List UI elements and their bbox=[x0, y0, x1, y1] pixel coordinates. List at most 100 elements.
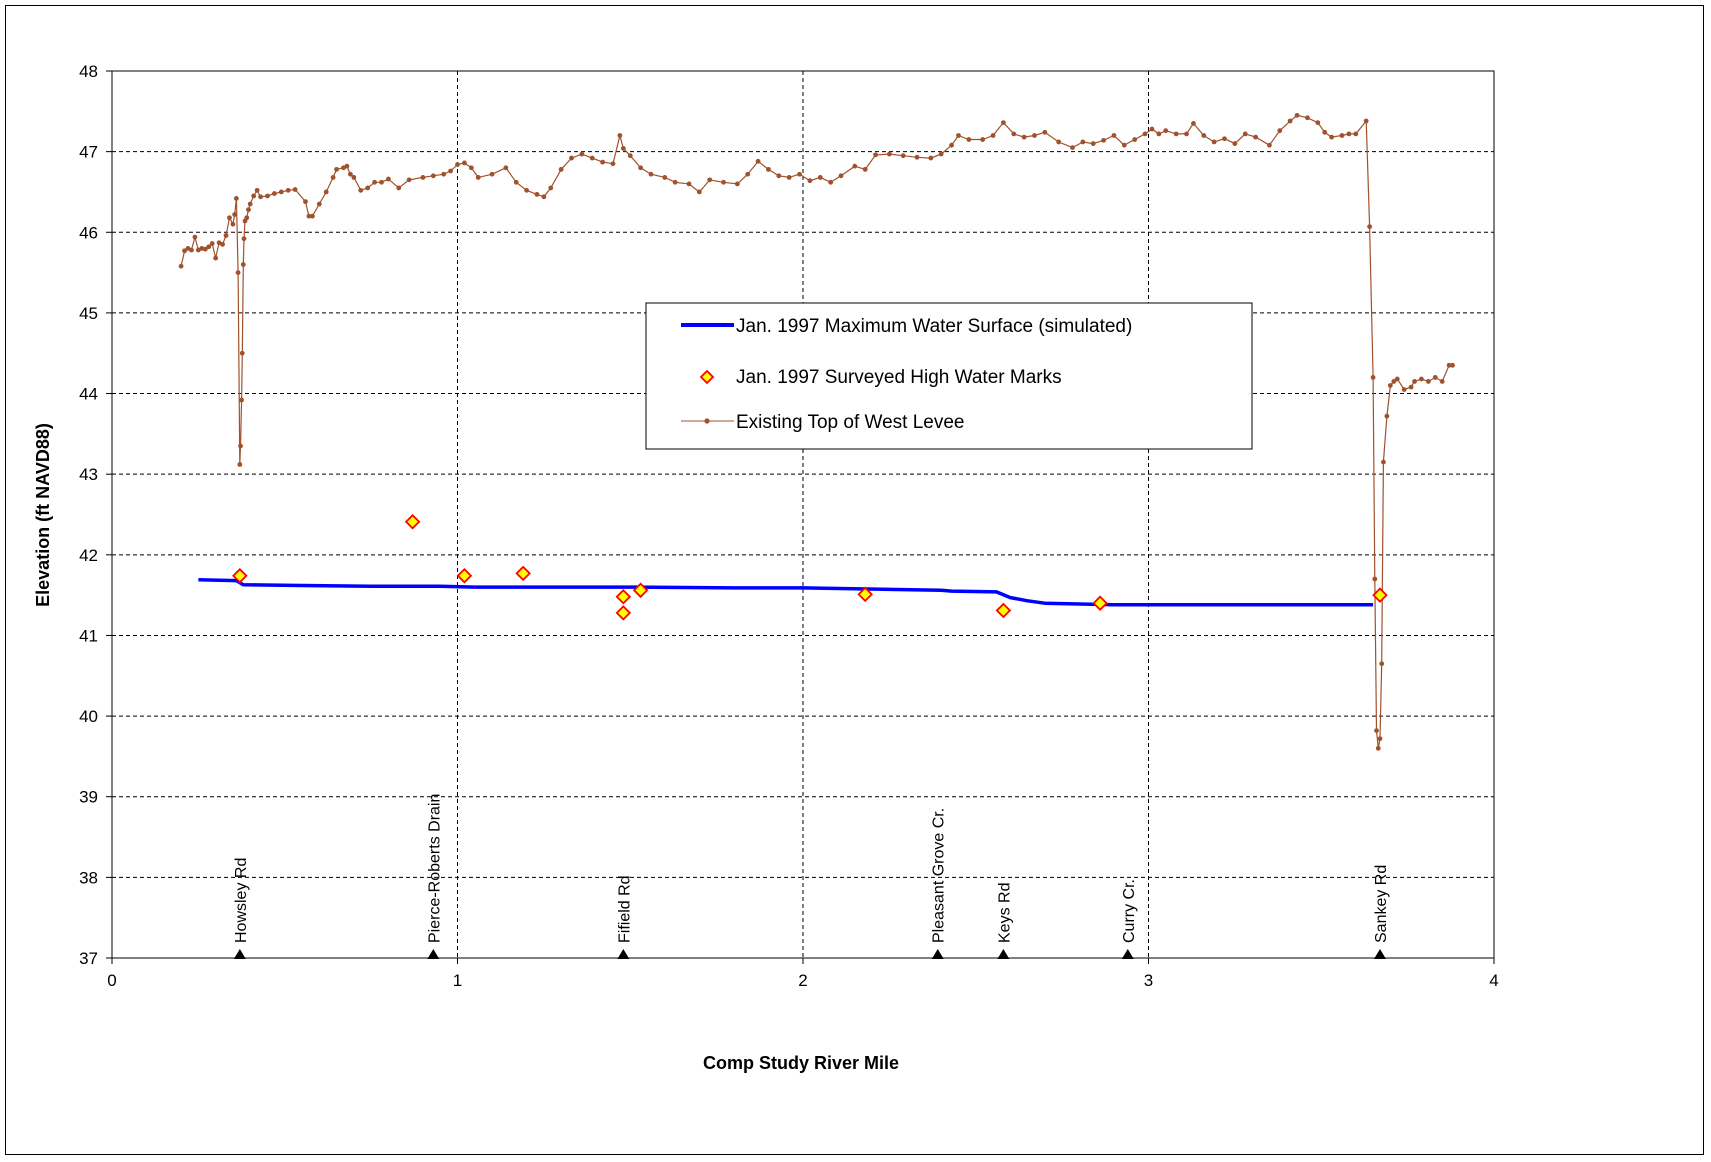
levee-point bbox=[745, 171, 751, 177]
levee-point bbox=[1419, 376, 1424, 382]
levee-point bbox=[206, 244, 212, 250]
levee-point bbox=[316, 201, 322, 207]
x-tick-label: 0 bbox=[107, 971, 116, 990]
levee-point bbox=[503, 165, 509, 171]
levee-point bbox=[1401, 387, 1407, 392]
x-tick-label: 2 bbox=[798, 971, 807, 990]
levee-point bbox=[638, 165, 644, 171]
legend-levee-marker bbox=[704, 418, 710, 424]
levee-point bbox=[178, 263, 184, 269]
high-water-mark-point bbox=[615, 605, 632, 621]
levee-point bbox=[776, 173, 782, 179]
levee-point bbox=[579, 151, 585, 157]
levee-point bbox=[1381, 459, 1386, 465]
levee-point bbox=[455, 162, 460, 167]
levee-point bbox=[1277, 128, 1283, 134]
location-marker-triangle bbox=[1121, 949, 1134, 959]
location-label: Sankey Rd bbox=[1373, 865, 1390, 943]
levee-point bbox=[648, 171, 654, 177]
levee-point bbox=[1142, 131, 1148, 137]
levee-point bbox=[239, 350, 245, 356]
levee-point bbox=[828, 179, 834, 185]
levee-point bbox=[1315, 120, 1321, 126]
series bbox=[178, 112, 1455, 751]
levee-point bbox=[541, 194, 547, 200]
levee-point bbox=[696, 189, 702, 195]
levee-point bbox=[1021, 134, 1027, 140]
y-tick-label: 39 bbox=[79, 788, 98, 807]
levee-point bbox=[589, 155, 595, 161]
y-tick-label: 42 bbox=[79, 546, 98, 565]
levee-point bbox=[1367, 224, 1373, 230]
levee-point bbox=[189, 247, 194, 253]
legend-high-water-marks-swatch bbox=[699, 369, 715, 385]
levee-point bbox=[233, 196, 239, 201]
levee-point bbox=[330, 175, 336, 180]
levee-point bbox=[1101, 137, 1106, 143]
location-marker-triangle bbox=[1373, 949, 1386, 959]
levee-point bbox=[1056, 139, 1062, 145]
high-water-mark-point bbox=[232, 568, 248, 584]
levee-point bbox=[797, 171, 802, 177]
levee-point bbox=[265, 193, 270, 199]
levee-point bbox=[1173, 131, 1179, 137]
levee-point bbox=[1363, 118, 1369, 124]
levee-point bbox=[244, 215, 250, 221]
levee-point bbox=[1370, 375, 1376, 380]
high-water-mark-point bbox=[515, 565, 531, 582]
levee-point bbox=[1163, 128, 1169, 134]
levee-point bbox=[213, 255, 219, 261]
levee-point bbox=[223, 233, 229, 238]
levee-point bbox=[1149, 126, 1155, 132]
levee-point bbox=[1287, 118, 1293, 124]
levee-point bbox=[1322, 129, 1328, 135]
levee-point bbox=[627, 153, 633, 159]
levee-point bbox=[558, 166, 564, 172]
levee-point bbox=[766, 166, 771, 172]
high-water-mark-point bbox=[1372, 587, 1388, 603]
levee-point bbox=[323, 189, 329, 195]
levee-point bbox=[1374, 728, 1379, 734]
levee-point bbox=[862, 166, 868, 172]
levee-point bbox=[786, 175, 792, 180]
levee-point bbox=[358, 187, 364, 193]
levee-point bbox=[1412, 379, 1417, 384]
location-marker-triangle bbox=[931, 949, 944, 959]
levee-point bbox=[240, 262, 246, 267]
x-tick-label: 3 bbox=[1144, 971, 1153, 990]
levee-point bbox=[1446, 362, 1452, 368]
grid bbox=[112, 71, 1494, 958]
levee-point bbox=[966, 137, 972, 142]
levee-point bbox=[928, 155, 934, 161]
levee-point bbox=[292, 187, 298, 192]
levee-point bbox=[347, 171, 353, 177]
levee-point bbox=[817, 175, 823, 180]
levee-point bbox=[734, 181, 740, 187]
levee-point bbox=[271, 191, 277, 196]
levee-point bbox=[1111, 133, 1117, 138]
legend-box bbox=[645, 302, 1253, 450]
levee-point bbox=[1425, 379, 1431, 384]
levee-point bbox=[1156, 131, 1162, 137]
levee-point bbox=[1439, 379, 1445, 384]
levee-point bbox=[441, 171, 447, 177]
levee-point bbox=[1305, 115, 1310, 121]
x-tick-label: 4 bbox=[1489, 971, 1498, 990]
location-label: Fifield Rd bbox=[616, 875, 633, 943]
levee-point bbox=[600, 159, 606, 165]
location-label: Pierce-Roberts Drain bbox=[426, 794, 443, 943]
levee-point bbox=[1377, 736, 1383, 742]
high-water-mark-point bbox=[857, 586, 873, 603]
levee-point bbox=[1353, 131, 1359, 137]
location-marker-triangle bbox=[997, 949, 1010, 959]
chart-svg: 37 38 39 40 41 42 43 44 45 46 47 48 0 1 2 3 4 Howsley Rd… bbox=[33, 62, 1499, 1073]
levee-point bbox=[1211, 139, 1217, 145]
levee-point bbox=[246, 207, 251, 213]
levee-point bbox=[1267, 142, 1272, 148]
levee-point bbox=[237, 462, 243, 467]
levee-point bbox=[182, 248, 187, 254]
levee-point bbox=[1375, 745, 1381, 751]
levee-point bbox=[278, 189, 284, 195]
levee-point bbox=[1432, 375, 1438, 380]
levee-point bbox=[247, 201, 253, 207]
